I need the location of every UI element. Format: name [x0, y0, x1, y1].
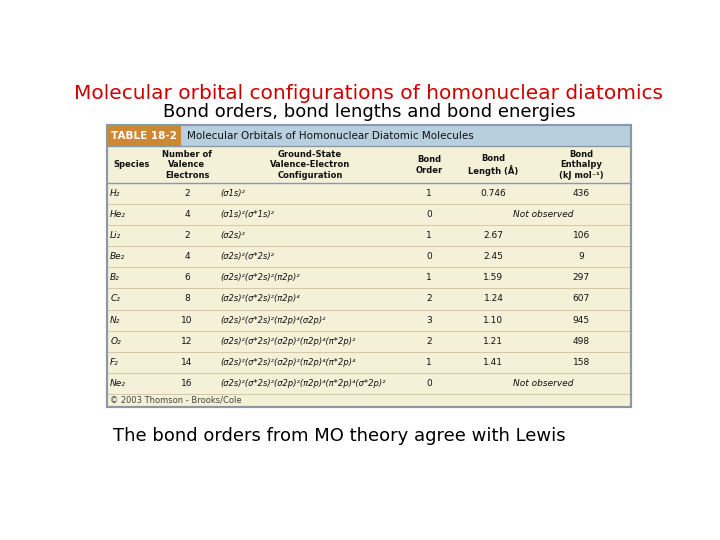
Text: 607: 607 — [572, 294, 590, 303]
Text: 1.41: 1.41 — [483, 357, 503, 367]
Text: Ne₂: Ne₂ — [110, 379, 126, 388]
Text: 106: 106 — [572, 232, 590, 240]
Text: 0: 0 — [426, 211, 432, 219]
Text: 1.24: 1.24 — [484, 294, 503, 303]
Text: 2: 2 — [184, 190, 190, 198]
Text: 2.45: 2.45 — [484, 253, 503, 261]
Text: 436: 436 — [572, 190, 590, 198]
Text: 16: 16 — [181, 379, 193, 388]
Bar — [107, 125, 631, 146]
Text: TABLE 18-2: TABLE 18-2 — [111, 131, 177, 140]
Text: 2.67: 2.67 — [483, 232, 503, 240]
Text: Li₂: Li₂ — [110, 232, 121, 240]
Bar — [107, 125, 631, 408]
Text: Number of
Valence
Electrons: Number of Valence Electrons — [162, 150, 212, 180]
Text: (σ1s)²(σ*1s)²: (σ1s)²(σ*1s)² — [220, 211, 274, 219]
Text: (σ2s)²(σ*2s)²(π2p)⁴: (σ2s)²(σ*2s)²(π2p)⁴ — [220, 294, 300, 303]
Text: 4: 4 — [184, 211, 190, 219]
Text: 4: 4 — [184, 253, 190, 261]
Text: Not observed: Not observed — [513, 211, 573, 219]
Text: © 2003 Thomson - Brooks/Cole: © 2003 Thomson - Brooks/Cole — [110, 395, 242, 404]
Text: (σ2s)²(σ*2s)²(π2p)⁴(σ2p)²: (σ2s)²(σ*2s)²(π2p)⁴(σ2p)² — [220, 315, 325, 325]
Text: 14: 14 — [181, 357, 193, 367]
Text: 1: 1 — [426, 232, 432, 240]
Text: (σ2s)²(σ*2s)²(σ2p)²(π2p)⁴(π*2p)²: (σ2s)²(σ*2s)²(σ2p)²(π2p)⁴(π*2p)² — [220, 336, 356, 346]
Text: Ground-State
Valence-Electron
Configuration: Ground-State Valence-Electron Configurat… — [270, 150, 350, 180]
Text: 0.746: 0.746 — [480, 190, 506, 198]
Text: Bond
Length (Å): Bond Length (Å) — [468, 154, 518, 176]
Text: (σ2s)²(σ*2s)²(π2p)²: (σ2s)²(σ*2s)²(π2p)² — [220, 273, 300, 282]
Text: He₂: He₂ — [110, 211, 126, 219]
Text: 297: 297 — [572, 273, 590, 282]
Text: (σ2s)²(σ*2s)²(σ2p)²(π2p)⁴(π*2p)⁴: (σ2s)²(σ*2s)²(σ2p)²(π2p)⁴(π*2p)⁴ — [220, 357, 356, 367]
Text: 10: 10 — [181, 315, 193, 325]
Text: Bond
Enthalpy
(kJ mol⁻¹): Bond Enthalpy (kJ mol⁻¹) — [559, 150, 603, 180]
Text: 158: 158 — [572, 357, 590, 367]
Text: Molecular Orbitals of Homonuclear Diatomic Molecules: Molecular Orbitals of Homonuclear Diatom… — [187, 131, 474, 140]
Text: 1: 1 — [426, 273, 432, 282]
Text: 2: 2 — [184, 232, 190, 240]
Text: Bond
Order: Bond Order — [415, 155, 443, 174]
Text: Bond orders, bond lengths and bond energies: Bond orders, bond lengths and bond energ… — [163, 103, 575, 122]
Text: Species: Species — [114, 160, 150, 170]
Text: O₂: O₂ — [110, 336, 121, 346]
Text: F₂: F₂ — [110, 357, 119, 367]
Text: (σ1s)²: (σ1s)² — [220, 190, 245, 198]
Text: H₂: H₂ — [110, 190, 120, 198]
Text: 0: 0 — [426, 253, 432, 261]
Text: 9: 9 — [578, 253, 584, 261]
Text: 6: 6 — [184, 273, 190, 282]
Text: 1.21: 1.21 — [483, 336, 503, 346]
Bar — [107, 125, 631, 408]
Text: Be₂: Be₂ — [110, 253, 125, 261]
Text: B₂: B₂ — [110, 273, 120, 282]
Text: 1.59: 1.59 — [483, 273, 503, 282]
Text: (σ2s)²(σ*2s)²: (σ2s)²(σ*2s)² — [220, 253, 274, 261]
Text: 1.10: 1.10 — [483, 315, 503, 325]
Text: (σ2s)²(σ*2s)²(σ2p)²(π2p)⁴(π*2p)⁴(σ*2p)²: (σ2s)²(σ*2s)²(σ2p)²(π2p)⁴(π*2p)⁴(σ*2p)² — [220, 379, 386, 388]
Text: The bond orders from MO theory agree with Lewis: The bond orders from MO theory agree wit… — [113, 427, 566, 445]
Bar — [107, 125, 181, 146]
Text: Not observed: Not observed — [513, 379, 573, 388]
Text: 8: 8 — [184, 294, 190, 303]
Text: 498: 498 — [572, 336, 590, 346]
Text: Molecular orbital configurations of homonuclear diatomics: Molecular orbital configurations of homo… — [74, 84, 664, 103]
Text: (σ2s)²: (σ2s)² — [220, 232, 245, 240]
Text: N₂: N₂ — [110, 315, 120, 325]
Text: 3: 3 — [426, 315, 432, 325]
Text: 0: 0 — [426, 379, 432, 388]
Text: 2: 2 — [426, 294, 432, 303]
Text: 945: 945 — [572, 315, 590, 325]
Text: 1: 1 — [426, 357, 432, 367]
Text: 2: 2 — [426, 336, 432, 346]
Text: 1: 1 — [426, 190, 432, 198]
Text: C₂: C₂ — [110, 294, 120, 303]
Text: 12: 12 — [181, 336, 193, 346]
